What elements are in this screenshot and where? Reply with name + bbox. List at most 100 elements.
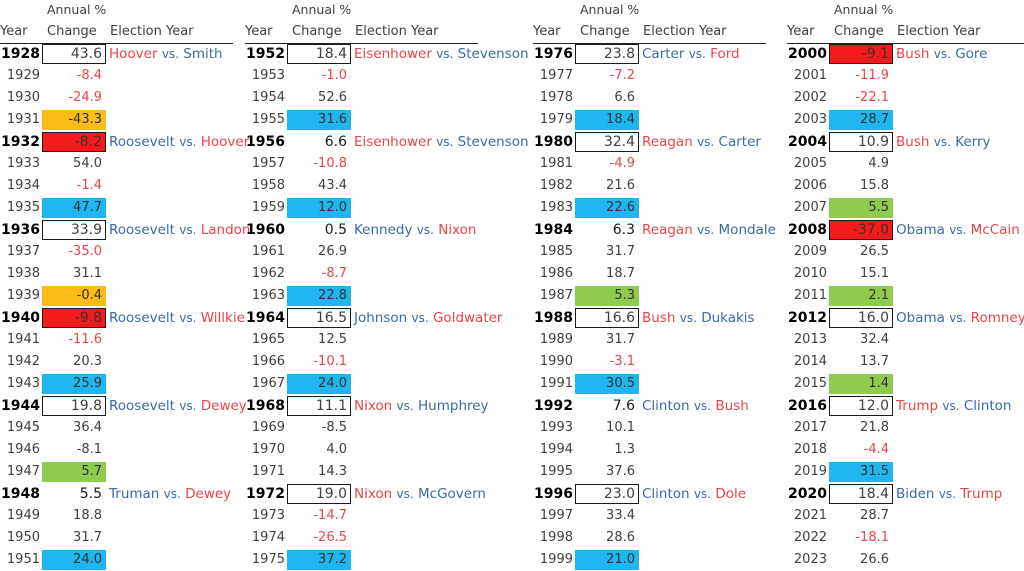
opponent-name: McGovern bbox=[418, 486, 486, 502]
header-change: Change bbox=[292, 24, 342, 39]
table-row: 1990 -3.1 bbox=[533, 351, 773, 373]
table-row: 1975 37.2 bbox=[245, 549, 485, 571]
annual-change-cell: 30.5 bbox=[575, 374, 639, 394]
annual-change-cell: -8.2 bbox=[42, 132, 106, 152]
election-matchup: Biden vs. Trump bbox=[896, 483, 1002, 505]
vs-label: vs. bbox=[697, 223, 715, 237]
table-row: 1957 -10.8 bbox=[245, 153, 485, 175]
annual-change-cell: 37.2 bbox=[287, 550, 351, 570]
year-cell: 1968 bbox=[246, 398, 285, 414]
annual-change-cell: 19.8 bbox=[42, 396, 106, 416]
year-cell: 1957 bbox=[251, 156, 285, 171]
annual-change-cell: 5.7 bbox=[42, 462, 106, 482]
vs-label: vs. bbox=[933, 135, 951, 149]
annual-change-cell: 10.9 bbox=[829, 132, 893, 152]
table-row: 2009 26.5 bbox=[787, 241, 1024, 263]
table-row: 2011 2.1 bbox=[787, 285, 1024, 307]
opponent-name: Humphrey bbox=[418, 398, 489, 414]
annual-change-cell: -7.2 bbox=[609, 68, 635, 83]
table-row: 1941 -11.6 bbox=[0, 329, 240, 351]
table-row: 1982 21.6 bbox=[533, 175, 773, 197]
year-cell: 2000 bbox=[788, 46, 827, 62]
election-matchup: Bush vs. Kerry bbox=[896, 131, 991, 153]
annual-change-cell: 18.4 bbox=[829, 484, 893, 504]
year-cell: 1980 bbox=[534, 134, 573, 150]
opponent-name: Nixon bbox=[438, 222, 477, 238]
annual-change-cell: 13.7 bbox=[860, 354, 889, 369]
year-cell: 1995 bbox=[539, 464, 573, 479]
year-cell: 1961 bbox=[251, 244, 285, 259]
annual-change-cell: 16.0 bbox=[829, 308, 893, 328]
year-cell: 1942 bbox=[6, 354, 40, 369]
year-cell: 2007 bbox=[793, 200, 827, 215]
annual-change-cell: 24.0 bbox=[287, 374, 351, 394]
opponent-name: Goldwater bbox=[432, 310, 503, 326]
annual-change-cell: 12.0 bbox=[829, 396, 893, 416]
table-row: 1942 20.3 bbox=[0, 351, 240, 373]
annual-change-cell: 5.3 bbox=[575, 286, 639, 306]
table-row: 2017 21.8 bbox=[787, 417, 1024, 439]
table-row: 1939 -0.4 bbox=[0, 285, 240, 307]
table-row: 1979 18.4 bbox=[533, 109, 773, 131]
election-year-row: 1988 16.6 Bush vs. Dukakis bbox=[533, 307, 773, 329]
table-row: 1934 -1.4 bbox=[0, 175, 240, 197]
election-matchup: Roosevelt vs. Hoover bbox=[109, 131, 249, 153]
table-row: 1993 10.1 bbox=[533, 417, 773, 439]
year-cell: 1975 bbox=[251, 552, 285, 567]
table-row: 1974 -26.5 bbox=[245, 527, 485, 549]
year-cell: 2019 bbox=[793, 464, 827, 479]
header-year: Year bbox=[533, 24, 561, 39]
opponent-name: Bush bbox=[715, 398, 749, 414]
election-year-row: 1960 0.5 Kennedy vs. Nixon bbox=[245, 219, 485, 241]
year-cell: 1941 bbox=[6, 332, 40, 347]
election-matchup: Carter vs. Ford bbox=[642, 43, 740, 65]
table-row: 1949 18.8 bbox=[0, 505, 240, 527]
election-year-row: 2000 -9.1 Bush vs. Gore bbox=[787, 43, 1024, 65]
winner-name: Obama bbox=[896, 310, 945, 326]
table-row: 2023 26.6 bbox=[787, 549, 1024, 571]
year-cell: 1938 bbox=[6, 266, 40, 281]
winner-name: Clinton bbox=[642, 398, 690, 414]
winner-name: Nixon bbox=[354, 398, 393, 414]
year-cell: 1963 bbox=[251, 288, 285, 303]
year-cell: 2022 bbox=[793, 530, 827, 545]
header-annual: Annual % bbox=[47, 2, 107, 17]
year-cell: 1940 bbox=[1, 310, 40, 326]
annual-change-cell: 18.7 bbox=[606, 266, 635, 281]
annual-change-cell: -9.8 bbox=[42, 308, 106, 328]
year-cell: 1997 bbox=[539, 508, 573, 523]
year-cell: 2008 bbox=[788, 222, 827, 238]
header-annual: Annual % bbox=[292, 2, 352, 17]
table-row: 1983 22.6 bbox=[533, 197, 773, 219]
annual-change-cell: 31.1 bbox=[73, 266, 102, 281]
annual-change-cell: 31.6 bbox=[287, 110, 351, 130]
election-matchup: Kennedy vs. Nixon bbox=[354, 219, 476, 241]
year-cell: 1969 bbox=[251, 420, 285, 435]
winner-name: Kennedy bbox=[354, 222, 413, 238]
annual-change-cell: 28.6 bbox=[606, 530, 635, 545]
annual-change-cell: -1.4 bbox=[76, 178, 102, 193]
annual-change-cell: 19.0 bbox=[287, 484, 351, 504]
vs-label: vs. bbox=[697, 135, 715, 149]
table-row: 1958 43.4 bbox=[245, 175, 485, 197]
vs-label: vs. bbox=[436, 47, 454, 61]
year-cell: 1934 bbox=[6, 178, 40, 193]
annual-change-cell: 33.9 bbox=[42, 220, 106, 240]
annual-change-cell: 6.6 bbox=[614, 90, 635, 105]
annual-change-cell: 37.6 bbox=[606, 464, 635, 479]
annual-change-cell: -9.1 bbox=[829, 44, 893, 64]
annual-change-cell: 12.5 bbox=[318, 332, 347, 347]
table-row: 1945 36.4 bbox=[0, 417, 240, 439]
vs-label: vs. bbox=[161, 47, 179, 61]
opponent-name: Landon bbox=[200, 222, 251, 238]
annual-change-cell: 26.9 bbox=[318, 244, 347, 259]
election-matchup: Eisenhower vs. Stevenson bbox=[354, 43, 529, 65]
year-cell: 1988 bbox=[534, 310, 573, 326]
annual-change-cell: 32.4 bbox=[860, 332, 889, 347]
table-row: 1986 18.7 bbox=[533, 263, 773, 285]
table-row: 1946 -8.1 bbox=[0, 439, 240, 461]
table-row: 1981 -4.9 bbox=[533, 153, 773, 175]
table-row: 1966 -10.1 bbox=[245, 351, 485, 373]
election-year-row: 2008 -37.0 Obama vs. McCain bbox=[787, 219, 1024, 241]
election-matchup: Obama vs. McCain bbox=[896, 219, 1020, 241]
